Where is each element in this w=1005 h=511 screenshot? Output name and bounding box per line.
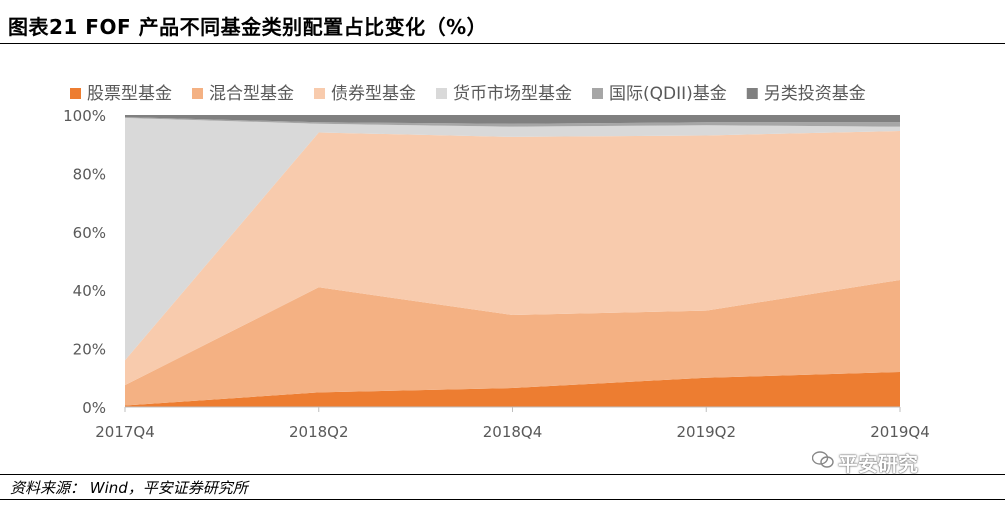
footer: 资料来源： Wind，平安证券研究所 <box>0 474 1005 500</box>
legend-label-2: 混合型基金 <box>209 84 294 104</box>
x-tick-label: 2018Q4 <box>483 423 543 441</box>
legend-swatch-4 <box>436 88 447 99</box>
area-series-1 <box>125 371 900 407</box>
area-series-6 <box>125 115 900 124</box>
watermark: 平安研究 <box>838 452 918 476</box>
x-tick-label: 2019Q4 <box>870 423 930 441</box>
y-tick-label: 0% <box>82 399 106 417</box>
y-tick-label: 60% <box>73 224 106 242</box>
legend-label-4: 货币市场型基金 <box>453 84 572 104</box>
legend-swatch-3 <box>314 88 325 99</box>
legend-label-6: 另类投资基金 <box>764 84 866 104</box>
legend-label-3: 债券型基金 <box>331 84 416 104</box>
y-tick-label: 40% <box>73 282 106 300</box>
y-tick-label: 100% <box>63 107 106 125</box>
area-series-3 <box>125 131 900 386</box>
legend-swatch-1 <box>70 88 81 99</box>
source-note: 资料来源： Wind，平安证券研究所 <box>10 479 248 497</box>
area-series-5 <box>125 117 900 127</box>
legend-swatch-6 <box>746 88 758 99</box>
legend-swatch-5 <box>592 88 603 99</box>
wechat-icon <box>812 451 834 468</box>
x-tick-label: 2017Q4 <box>95 423 155 441</box>
y-tick-label: 20% <box>73 341 106 359</box>
page-title: 图表21 FOF 产品不同基金类别配置占比变化（%） <box>8 15 488 39</box>
x-tick-label: 2018Q2 <box>289 423 349 441</box>
x-tick-label: 2019Q2 <box>676 423 736 441</box>
y-tick-label: 80% <box>73 165 106 183</box>
legend-label-1: 股票型基金 <box>87 84 172 104</box>
area-series-2 <box>125 279 900 406</box>
area-series-4 <box>125 117 900 361</box>
legend-label-5: 国际(QDII)基金 <box>609 84 727 104</box>
title-bar: 图表21 FOF 产品不同基金类别配置占比变化（%） <box>0 0 1005 44</box>
legend-swatch-2 <box>192 88 203 99</box>
stacked-area-chart: 2017Q4 2018Q2 2018Q4 2019Q2 2019Q4 0% 20% 40% 60… <box>63 84 930 441</box>
